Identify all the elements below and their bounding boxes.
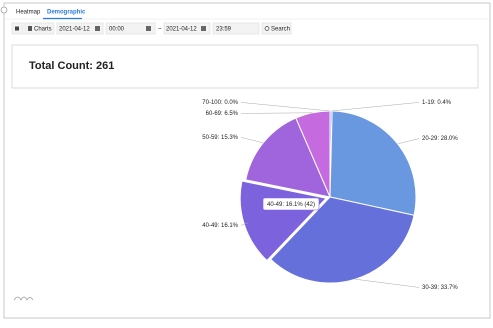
pie-slice — [270, 196, 415, 284]
side-icon[interactable] — [0, 6, 8, 14]
slice-label: 60-69: 6.5% — [206, 111, 239, 117]
pie-chart: 1-19: 0.4% 20-29: 28.0% 30-39: 33.7% 40-49:… — [202, 100, 458, 291]
start-date-text: 2021-04-12 — [59, 27, 90, 33]
search-label: Search — [271, 27, 290, 33]
leader-line — [240, 112, 313, 114]
leader-line — [355, 278, 420, 288]
camera-icon — [15, 26, 19, 31]
tooltip: 40-49: 16.1% (42) — [267, 202, 315, 208]
leader-line — [331, 102, 420, 112]
slice-label: 30-39: 33.7% — [422, 285, 458, 291]
calendar-icon — [201, 26, 206, 31]
slice-label: 40-49: 16.1% — [202, 223, 238, 229]
leader-line — [240, 137, 264, 144]
calendar-icon — [95, 26, 100, 31]
leader-line — [240, 222, 249, 226]
range-separator: ~ — [158, 27, 162, 33]
start-time[interactable] — [105, 22, 156, 35]
search-button[interactable] — [261, 22, 292, 35]
leader-line — [240, 102, 331, 112]
end-time[interactable] — [212, 22, 260, 35]
end-date-text: 2021-04-12 — [166, 27, 197, 33]
start-time-text: 00:00 — [109, 27, 125, 33]
slice-label: 20-29: 28.0% — [422, 136, 458, 142]
pie-slice — [245, 117, 331, 198]
end-date[interactable] — [163, 22, 211, 35]
charts-icon — [28, 26, 32, 31]
logo — [13, 296, 34, 301]
tab-active[interactable]: Demographic — [47, 10, 86, 16]
tab[interactable]: Heatmap — [16, 10, 41, 16]
charts-label: Charts — [34, 27, 52, 33]
total-count: Total Count: 261 — [29, 60, 114, 72]
start-date[interactable] — [56, 22, 104, 35]
leader-line — [397, 138, 420, 145]
slice-label: 70-100: 0.0% — [202, 100, 238, 106]
search-icon — [264, 26, 270, 31]
slice-label: 1-19: 0.4% — [422, 100, 452, 106]
slice-label: 50-59: 15.3% — [202, 135, 238, 141]
end-time-text: 23:59 — [216, 27, 232, 33]
summary-box — [11, 44, 479, 89]
clock-icon — [146, 26, 151, 31]
tooltip-box — [262, 197, 320, 211]
charts-button[interactable] — [24, 22, 55, 35]
